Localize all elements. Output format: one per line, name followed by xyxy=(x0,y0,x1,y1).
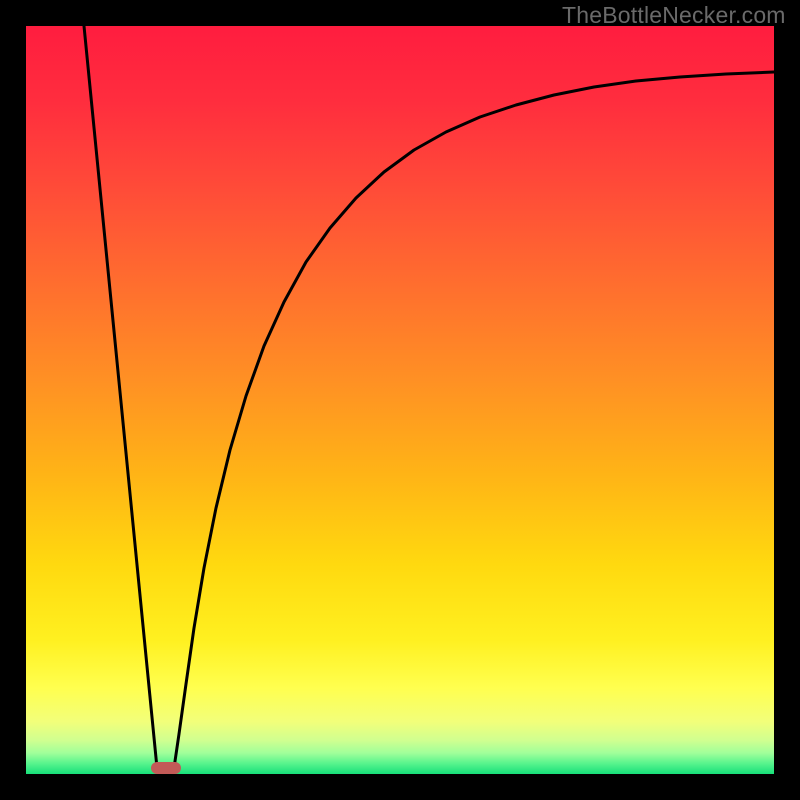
watermark-text: TheBottleNecker.com xyxy=(562,2,786,29)
chart-canvas: TheBottleNecker.com xyxy=(0,0,800,800)
black-frame xyxy=(0,0,800,800)
